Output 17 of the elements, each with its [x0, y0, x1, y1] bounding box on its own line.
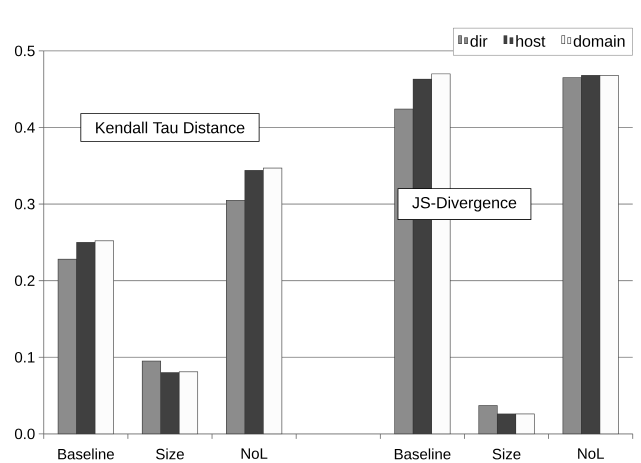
- y-tick-label: 0.5: [14, 46, 35, 56]
- legend-label: domain: [574, 35, 624, 47]
- legend-label: dir: [470, 35, 488, 47]
- x-tick-label: Size: [156, 448, 184, 460]
- y-tick-label: 0.4: [14, 122, 35, 133]
- y-tick-label: 0.3: [14, 198, 35, 210]
- annotation: Kendall Tau Distance: [96, 122, 244, 134]
- y-tick-label: 0.0: [14, 428, 35, 440]
- legend-label: host: [516, 35, 546, 47]
- y-tick-label: 0.1: [14, 352, 34, 363]
- x-tick-label: Baseline: [58, 448, 114, 460]
- x-tick-label: NoL: [242, 448, 268, 459]
- y-tick-label: 0.2: [14, 275, 34, 286]
- x-tick-label: NoL: [578, 448, 604, 459]
- x-tick-label: Size: [492, 448, 520, 460]
- annotation: JS-Divergence: [412, 196, 516, 212]
- x-tick-label: Baseline: [394, 448, 450, 460]
